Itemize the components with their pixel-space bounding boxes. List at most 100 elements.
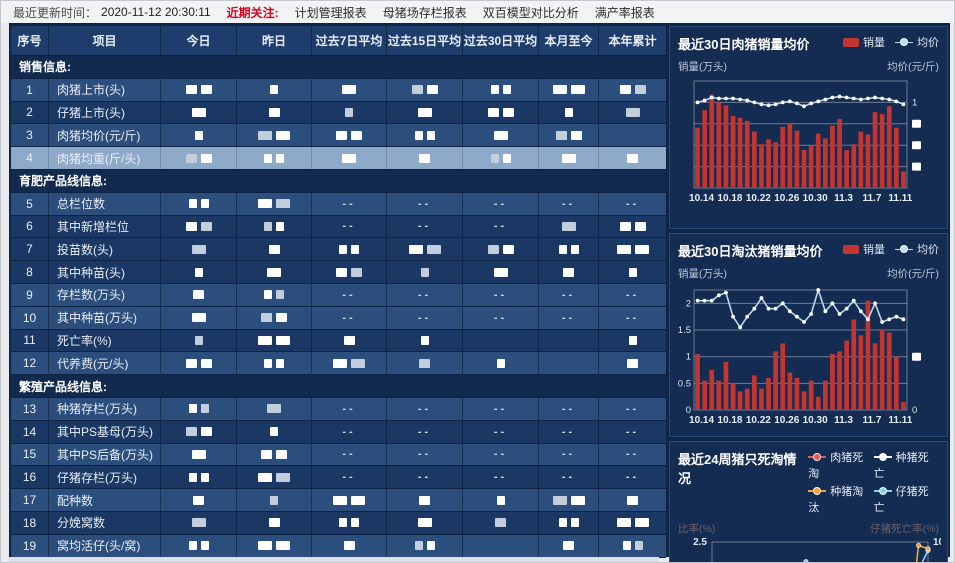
cell-redacted [387, 534, 463, 557]
table-row[interactable]: 6 其中新增栏位 -- -- -- [11, 215, 666, 239]
topbar-menu-item-1[interactable]: 计划管理报表 [294, 5, 367, 20]
table-row[interactable]: 2 仔猪上市(头) [11, 101, 666, 125]
cell-redacted [161, 534, 237, 557]
cell-redacted [312, 238, 387, 261]
legend-item-种猪淘汰[interactable]: 种猪淘汰 [808, 483, 873, 515]
cell-dashes: -- [539, 420, 599, 443]
table-row[interactable]: 12 代养费(元/头) [11, 352, 666, 376]
cell-redacted [312, 261, 387, 283]
table-row[interactable]: 19 窝均活仔(头/窝) [11, 534, 666, 558]
redacted-value-block [496, 358, 505, 368]
table-row[interactable]: 14 其中PS基母(万头) -- -- -- -- -- [11, 420, 666, 444]
row-number: 10 [11, 306, 49, 329]
redacted-value-block [276, 130, 290, 140]
chart3-y-right-label: 仔猪死亡率(%) [870, 523, 939, 535]
cell-redacted [237, 101, 312, 124]
redacted-value-block [555, 130, 567, 140]
horizontal-scrollbar[interactable] [9, 557, 659, 562]
cell-redacted [387, 511, 463, 534]
legend-item-肉猪死淘[interactable]: 肉猪死淘 [808, 449, 873, 481]
table-row[interactable]: 3 肉猪均价(元/斤) [11, 124, 666, 148]
redacted-value-block [561, 153, 576, 163]
redacted-value-block [493, 267, 508, 277]
table-row[interactable]: 15 其中PS后备(万头) -- -- -- -- -- [11, 443, 666, 467]
cell-dashes: -- [625, 448, 640, 461]
cell-redacted [237, 261, 312, 283]
cell-redacted [463, 511, 539, 534]
redacted-value-block [619, 85, 631, 95]
table-row[interactable]: 17 配种数 [11, 489, 666, 512]
redacted-value-block [276, 449, 287, 459]
legend-item-种猪死亡[interactable]: 种猪死亡 [873, 449, 939, 481]
redacted-value-block [490, 85, 499, 95]
cell-redacted [387, 124, 463, 147]
cell-redacted [161, 352, 237, 375]
legend-item-均价[interactable]: 均价 [895, 241, 939, 257]
data-table: 序号 项目 今日 昨日 过去7日平均 过去15日平均 过去30日平均 本月至今 本年累计 销售信… [11, 26, 666, 558]
legend-item-均价[interactable]: 均价 [895, 34, 939, 50]
table-row[interactable]: 18 分娩窝数 [11, 511, 666, 535]
svg-text:10.30: 10.30 [803, 415, 828, 426]
redacted-value-block [426, 85, 438, 95]
svg-text:10.14: 10.14 [689, 415, 714, 426]
table-row[interactable]: 10 其中种苗(万头) -- -- -- -- -- [11, 306, 666, 330]
cell-redacted [539, 101, 599, 124]
topbar-menu-item-4[interactable]: 满产率报表 [594, 5, 655, 20]
legend-item-销量[interactable]: 销量 [843, 241, 885, 257]
redacted-value-block [191, 107, 206, 117]
cell-dashes: -- [463, 306, 539, 329]
cell-dashes: -- [387, 443, 463, 466]
legend-item-销量[interactable]: 销量 [843, 34, 885, 50]
redacted-value-block [200, 153, 212, 163]
redacted-value-block [634, 518, 649, 528]
cell-redacted [599, 238, 666, 260]
redacted-value-block [342, 85, 356, 95]
table-row[interactable]: 13 种猪存栏(万头) -- -- -- -- -- [11, 397, 666, 421]
topbar-menu: 计划管理报表 母猪场存栏报表 双百模型对比分析 满产率报表 [279, 4, 655, 21]
pig-sales-price-chart: 10.14 10.18 10.22 10.26 10.30 11.3 11.7 11.11 1 [689, 80, 921, 204]
cell-redacted [599, 352, 666, 374]
table-row[interactable]: 11 死亡率(%) [11, 329, 666, 353]
row-item-label: 肉猪上市(头) [49, 78, 161, 101]
cell-dashes: -- [312, 466, 387, 489]
cell-redacted [539, 124, 599, 147]
redacted-value-block [270, 427, 278, 437]
redacted-value-block [200, 221, 212, 231]
svg-text:11.7: 11.7 [862, 193, 881, 204]
redacted-value-block [276, 221, 284, 231]
cell-dashes: -- [312, 192, 387, 215]
cell-redacted [463, 124, 539, 147]
cell-dashes: -- [539, 397, 599, 420]
cell-dashes: -- [312, 420, 387, 443]
row-item-label: 肉猪均重(斤/头) [49, 147, 161, 169]
cell-dashes: -- [312, 443, 387, 466]
redacted-value-block [570, 130, 582, 140]
table-row[interactable]: 4 肉猪均重(斤/头) [11, 147, 666, 170]
topbar-menu-item-3[interactable]: 双百模型对比分析 [482, 5, 579, 20]
panel-pig-sales-price: 最近30日肉猪销量均价 销量 均价 销量(万头) 均价(元/斤) 10.14 10.… [669, 26, 948, 229]
cell-dashes: -- [625, 311, 640, 324]
redacted-value-block [420, 335, 429, 345]
table-row[interactable]: 16 仔猪存栏(万头) -- -- -- -- -- [11, 466, 666, 490]
svg-text:11.11: 11.11 [888, 415, 912, 426]
cell-dashes: -- [387, 215, 463, 238]
chart2-legend: 销量 均价 [833, 241, 939, 257]
update-time-value: 2020-11-12 20:30:11 [101, 5, 211, 19]
topbar-menu-item-2[interactable]: 母猪场存栏报表 [382, 5, 467, 20]
table-row[interactable]: 8 其中种苗(头) [11, 261, 666, 284]
table-row[interactable]: 9 存栏数(万头) -- -- -- -- -- [11, 283, 666, 307]
row-item-label: 仔猪存栏(万头) [49, 466, 161, 489]
svg-text:2.5: 2.5 [693, 537, 707, 548]
redacted-value-block [552, 85, 567, 95]
table-row[interactable]: 7 投苗数(头) [11, 238, 666, 262]
redacted-value-block [426, 130, 435, 140]
cell-dashes: -- [539, 306, 599, 329]
cell-redacted [237, 352, 312, 375]
redacted-value-block [339, 244, 347, 254]
legend-item-仔猪死亡[interactable]: 仔猪死亡 [873, 483, 939, 515]
table-row[interactable]: 5 总栏位数 -- -- -- -- -- [11, 192, 666, 216]
redacted-value-block [264, 153, 272, 163]
table-row[interactable]: 1 肉猪上市(头) [11, 78, 666, 102]
cell-redacted [539, 78, 599, 101]
chart3-title: 最近24周猪只死淘情况 [678, 452, 797, 486]
